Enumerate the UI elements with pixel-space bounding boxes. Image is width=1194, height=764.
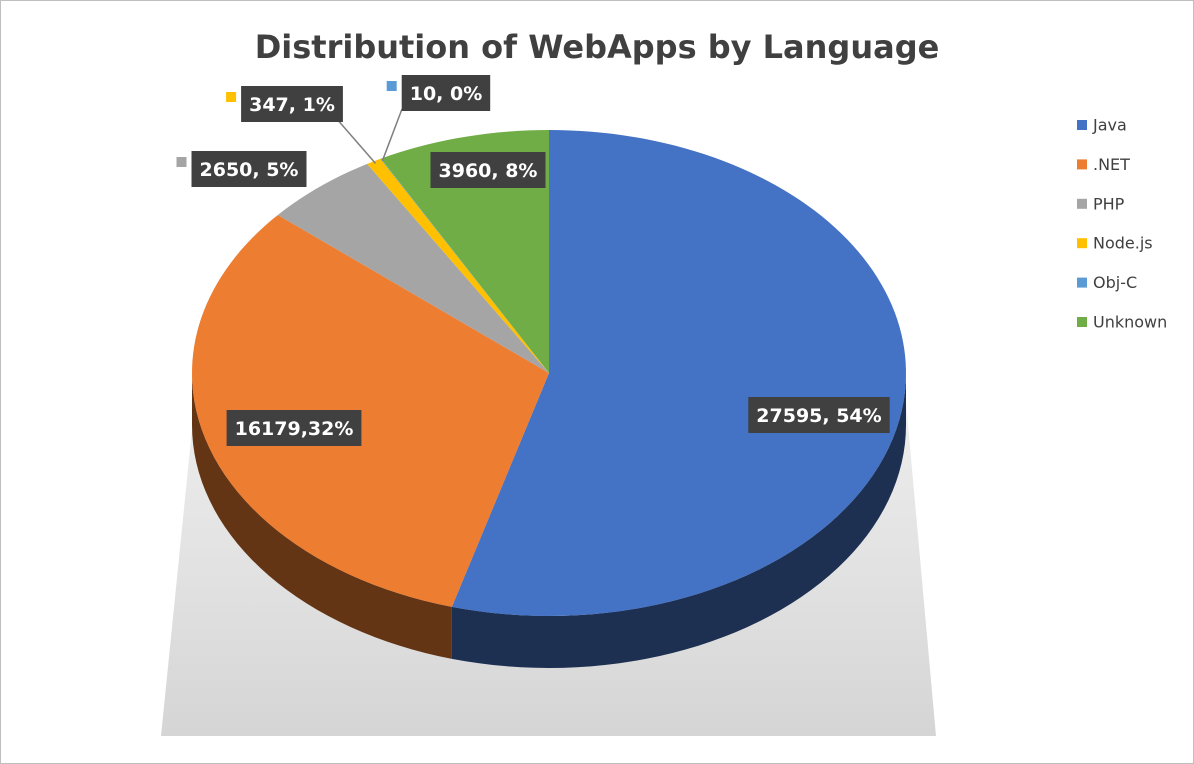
pie-slices xyxy=(192,130,906,616)
legend-swatch-php xyxy=(1077,198,1087,209)
data-label-box-php xyxy=(191,151,307,187)
data-label-obj-c: 10, 0% xyxy=(386,75,491,111)
data-label-text-net: 16179,32% xyxy=(235,418,354,440)
data-labels: 27595, 54% 16179,32% 2650, 5% 347, 1% 10, 0%… xyxy=(176,75,890,446)
data-label-text-unknown: 3960, 8% xyxy=(439,160,538,182)
data-label-marker-obj-c xyxy=(386,81,397,91)
slice-php[interactable] xyxy=(277,163,549,373)
legend-swatch-net xyxy=(1077,159,1087,170)
chart-title: Distribution of WebApps by Language xyxy=(255,28,940,66)
legend-label-net: .NET xyxy=(1093,155,1130,174)
slice-net[interactable] xyxy=(192,214,549,607)
data-label-box-node-js xyxy=(241,86,343,122)
data-label-php: 2650, 5% xyxy=(176,151,307,187)
data-label-text-node-js: 347, 1% xyxy=(249,94,335,116)
data-label-box-obj-c xyxy=(401,75,491,111)
legend-item-unknown[interactable]: Unknown xyxy=(1077,313,1167,332)
legend-swatch-node-js xyxy=(1077,238,1087,249)
leader-lines xyxy=(335,108,403,164)
data-label-net: 16179,32% xyxy=(226,410,362,446)
legend-label-java: Java xyxy=(1092,116,1127,135)
data-label-node-js: 347, 1% xyxy=(226,86,343,122)
data-label-text-php: 2650, 5% xyxy=(200,159,299,181)
slice-side-java xyxy=(451,373,906,668)
leader-line-obj-c xyxy=(381,108,403,162)
leader-line-node-js xyxy=(335,117,377,164)
legend-label-node-js: Node.js xyxy=(1093,234,1153,253)
legend-swatch-java xyxy=(1077,120,1087,130)
legend-label-unknown: Unknown xyxy=(1093,313,1167,332)
data-label-java: 27595, 54% xyxy=(748,397,890,433)
legend-item-obj-c[interactable]: Obj-C xyxy=(1077,273,1137,292)
pie-sides xyxy=(192,373,906,668)
slice-obj-c[interactable] xyxy=(380,158,549,373)
legend-label-obj-c: Obj-C xyxy=(1093,273,1137,292)
legend: Java .NET PHP Node.js Obj-C Unknown xyxy=(1067,104,1177,338)
data-label-text-java: 27595, 54% xyxy=(756,405,881,427)
legend-item-net[interactable]: .NET xyxy=(1077,155,1130,174)
legend-label-php: PHP xyxy=(1093,194,1125,213)
data-label-marker-node-js xyxy=(226,92,237,102)
legend-item-java[interactable]: Java xyxy=(1077,116,1127,135)
legend-swatch-unknown xyxy=(1077,317,1087,327)
data-label-unknown: 3960, 8% xyxy=(430,152,546,188)
data-label-text-obj-c: 10, 0% xyxy=(410,83,483,105)
data-label-box-net xyxy=(226,410,362,446)
legend-swatch-obj-c xyxy=(1077,277,1087,288)
data-label-box-java xyxy=(748,397,890,433)
slice-unknown[interactable] xyxy=(380,130,549,373)
data-label-box-unknown xyxy=(430,152,546,188)
slice-java[interactable] xyxy=(451,130,906,616)
legend-item-php[interactable]: PHP xyxy=(1077,194,1125,213)
slice-side-net xyxy=(192,373,452,659)
legend-background xyxy=(1067,104,1177,338)
slice-node-js[interactable] xyxy=(367,158,549,373)
legend-item-node-js[interactable]: Node.js xyxy=(1077,234,1153,253)
data-label-marker-php xyxy=(176,157,187,167)
